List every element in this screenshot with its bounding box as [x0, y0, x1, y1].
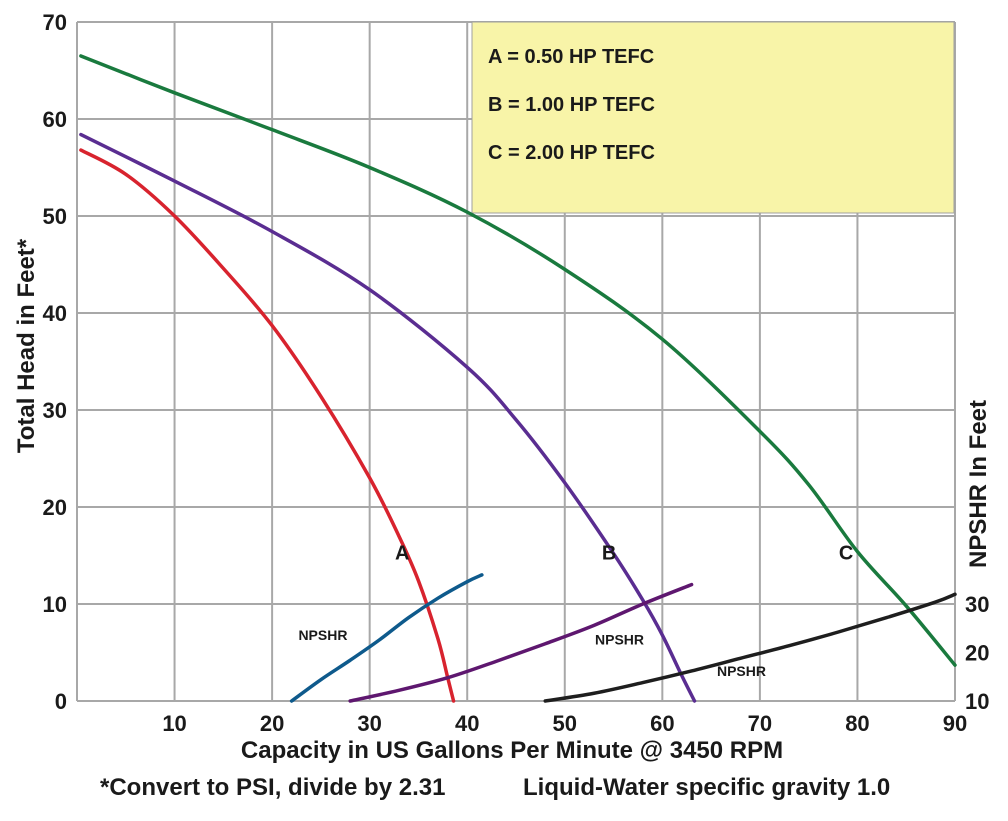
- curve-labels: A B C NPSHR NPSHR NPSHR: [298, 542, 853, 678]
- x-tick-label: 20: [260, 711, 284, 736]
- curve-c: [79, 54, 957, 667]
- legend-entry-c: C = 2.00 HP TEFC: [488, 142, 655, 164]
- y-tick-label: 0: [55, 689, 67, 714]
- curves: [79, 54, 957, 703]
- curve-npshr-c: [543, 592, 957, 703]
- y-tick-label: 40: [43, 301, 67, 326]
- y2-tick-label: 20: [965, 641, 989, 666]
- x-tick-label: 50: [553, 711, 577, 736]
- y-tick-label: 70: [43, 10, 67, 35]
- curve-label-npshr-a: NPSHR: [298, 627, 347, 643]
- x-tick-label: 30: [357, 711, 381, 736]
- curve-npshr-a: [289, 573, 484, 703]
- y-tick-label: 30: [43, 398, 67, 423]
- x-tick-label: 70: [748, 711, 772, 736]
- x-tick-label: 40: [455, 711, 479, 736]
- y-axis-ticks: 0 10 20 30 40 50 60 70: [43, 10, 67, 714]
- footnote-liquid: Liquid-Water specific gravity 1.0: [523, 774, 890, 801]
- curve-label-a: A: [395, 542, 409, 564]
- legend-box: A = 0.50 HP TEFC B = 1.00 HP TEFC C = 2.…: [471, 21, 955, 214]
- x-tick-label: 90: [943, 711, 967, 736]
- x-tick-label: 60: [650, 711, 674, 736]
- y2-axis-title: NPSHR In Feet: [965, 400, 992, 568]
- curve-label-npshr-c: NPSHR: [717, 663, 766, 679]
- x-axis-ticks: 10 20 30 40 50 60 70 80 90: [162, 711, 967, 736]
- y-tick-label: 20: [43, 495, 67, 520]
- y-tick-label: 50: [43, 204, 67, 229]
- legend-entry-a: A = 0.50 HP TEFC: [488, 46, 654, 68]
- legend-background: [471, 21, 955, 214]
- y-tick-label: 60: [43, 107, 67, 132]
- y-axis-title: Total Head in Feet*: [13, 238, 40, 453]
- footnote-convert: *Convert to PSI, divide by 2.31: [100, 774, 445, 801]
- x-tick-label: 80: [845, 711, 869, 736]
- curve-label-c: C: [839, 542, 853, 564]
- y2-tick-label: 10: [965, 689, 989, 714]
- y-tick-label: 10: [43, 592, 67, 617]
- curve-label-npshr-b: NPSHR: [595, 632, 644, 648]
- y2-tick-label: 30: [965, 592, 989, 617]
- curve-b: [79, 132, 697, 703]
- legend-entry-b: B = 1.00 HP TEFC: [488, 94, 655, 116]
- curve-npshr-b: [348, 582, 694, 703]
- curve-label-b: B: [602, 542, 616, 564]
- x-axis-title: Capacity in US Gallons Per Minute @ 3450…: [241, 737, 783, 764]
- y2-axis-ticks: 10 20 30: [965, 592, 989, 714]
- x-tick-label: 10: [162, 711, 186, 736]
- curve-a: [79, 148, 456, 703]
